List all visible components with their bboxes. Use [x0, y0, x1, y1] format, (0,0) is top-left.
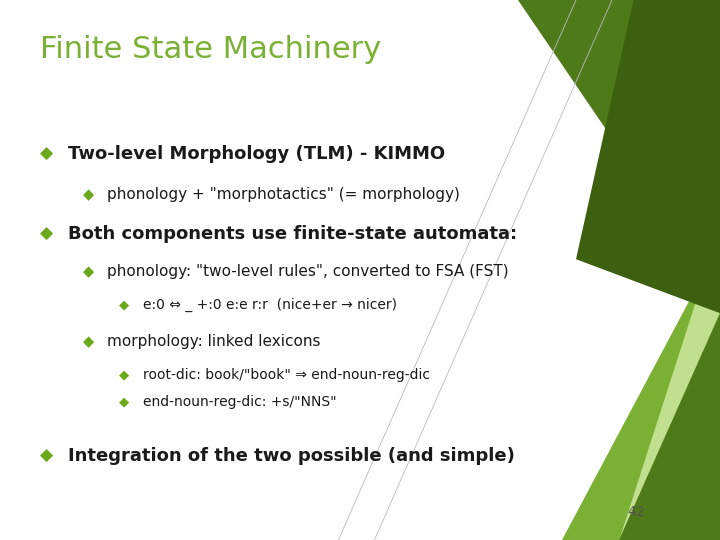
Text: Finite State Machinery: Finite State Machinery: [40, 35, 381, 64]
Polygon shape: [562, 243, 720, 540]
Text: ◆: ◆: [40, 447, 53, 465]
Polygon shape: [432, 227, 720, 540]
Text: e:0 ⇔ _ +:0 e:e r:r  (nice+er → nicer): e:0 ⇔ _ +:0 e:e r:r (nice+er → nicer): [143, 298, 397, 312]
Text: ◆: ◆: [83, 334, 94, 349]
Text: Both components use finite-state automata:: Both components use finite-state automat…: [68, 225, 518, 243]
Text: phonology + "morphotactics" (= morphology): phonology + "morphotactics" (= morpholog…: [107, 187, 459, 202]
Text: ◆: ◆: [119, 299, 129, 312]
Text: phonology: "two-level rules", converted to FSA (FST): phonology: "two-level rules", converted …: [107, 264, 508, 279]
Text: ◆: ◆: [83, 264, 94, 279]
Text: ◆: ◆: [40, 225, 53, 243]
Text: end-noun-reg-dic: +s/"NNS": end-noun-reg-dic: +s/"NNS": [143, 395, 336, 409]
Text: ◆: ◆: [40, 145, 53, 163]
Polygon shape: [576, 0, 720, 313]
Text: ◆: ◆: [119, 369, 129, 382]
Polygon shape: [619, 313, 720, 540]
Text: ◆: ◆: [119, 396, 129, 409]
Text: root-dic: book/"book" ⇒ end-noun-reg-dic: root-dic: book/"book" ⇒ end-noun-reg-dic: [143, 368, 430, 382]
Text: Integration of the two possible (and simple): Integration of the two possible (and sim…: [68, 447, 516, 465]
Polygon shape: [518, 0, 720, 297]
Text: morphology: linked lexicons: morphology: linked lexicons: [107, 334, 320, 349]
Text: ◆: ◆: [83, 187, 94, 202]
Text: Two-level Morphology (TLM) - KIMMO: Two-level Morphology (TLM) - KIMMO: [68, 145, 446, 163]
Text: 42: 42: [627, 505, 644, 519]
